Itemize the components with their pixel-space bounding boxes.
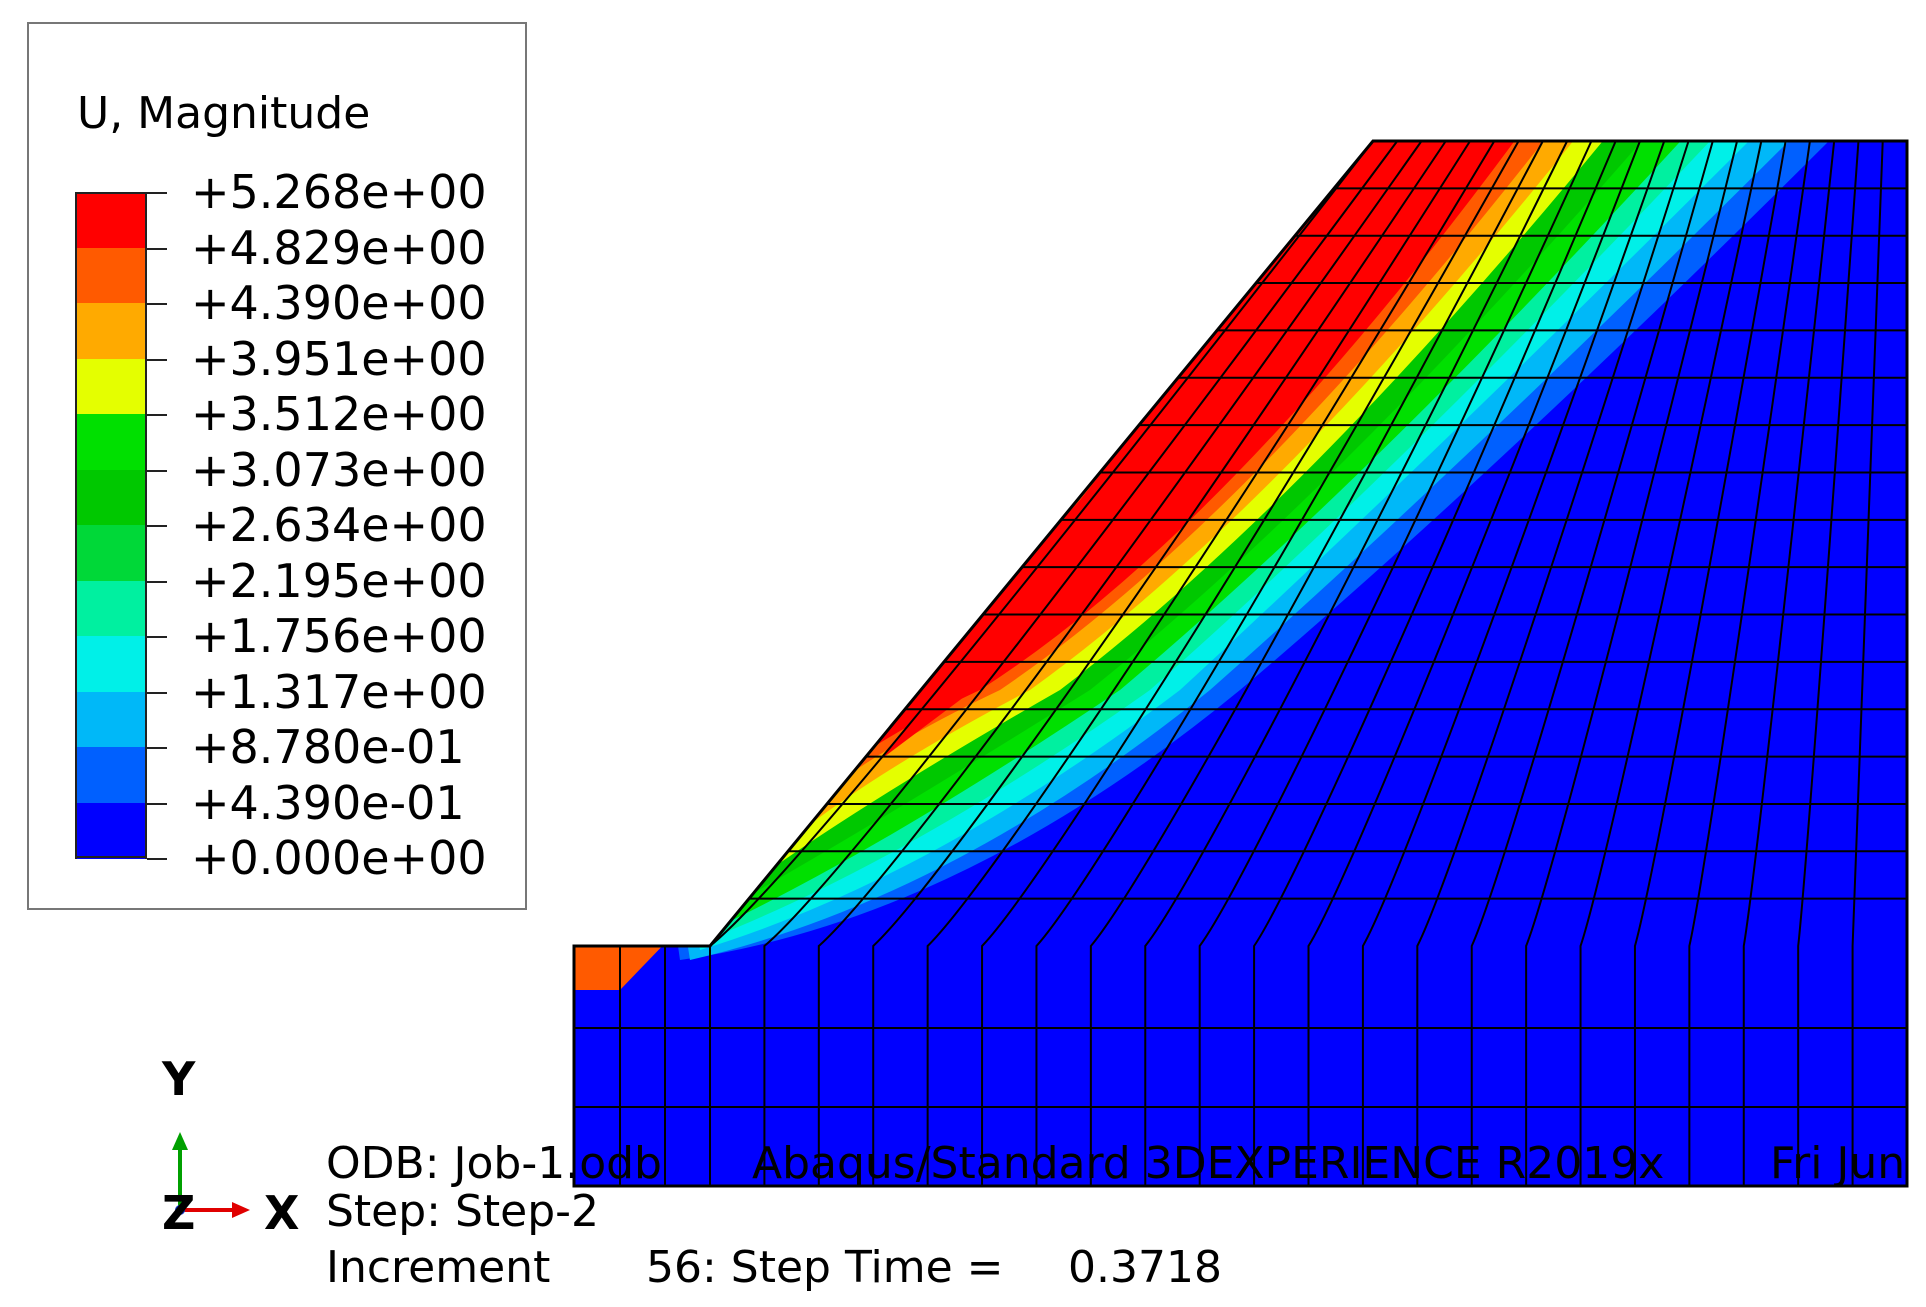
legend-value-label: +4.390e+00 bbox=[191, 276, 487, 330]
legend-swatch bbox=[75, 747, 147, 803]
mesh-line bbox=[926, 140, 1471, 1186]
step-time-value: 0.3718 bbox=[1068, 1242, 1222, 1293]
legend-swatch bbox=[75, 802, 147, 859]
mesh-line bbox=[1198, 140, 1593, 1186]
legend-value-label: +3.073e+00 bbox=[191, 442, 487, 497]
legend-tick bbox=[147, 802, 167, 805]
legend-swatch bbox=[75, 691, 147, 748]
mesh-line bbox=[1361, 140, 1666, 1186]
legend-value-label: +2.634e+00 bbox=[191, 498, 487, 552]
mesh-line bbox=[1797, 140, 1860, 1186]
legend-tick bbox=[147, 580, 167, 583]
legend-value-label: +1.317e+00 bbox=[191, 664, 487, 719]
legend-swatch bbox=[75, 469, 147, 526]
mesh-line bbox=[981, 140, 1496, 1186]
mesh-line bbox=[1089, 140, 1544, 1186]
mesh-line bbox=[1688, 140, 1811, 1186]
legend-swatch-border bbox=[75, 192, 147, 858]
increment-value: 56: Step Time = bbox=[646, 1242, 1004, 1293]
legend-value-label: +3.512e+00 bbox=[191, 387, 487, 441]
legend-tick bbox=[147, 525, 167, 527]
odb-info: ODB: Job-1.odb bbox=[326, 1138, 662, 1189]
mesh-line bbox=[817, 140, 1423, 1186]
legend-tick bbox=[147, 414, 167, 416]
mesh-line bbox=[1470, 140, 1714, 1186]
mesh-line bbox=[1307, 140, 1641, 1186]
legend-value-label: +2.195e+00 bbox=[191, 553, 487, 608]
mesh-grid bbox=[574, 140, 1909, 1186]
mesh-line bbox=[1633, 140, 1787, 1186]
legend-tick bbox=[147, 636, 167, 638]
legend-swatch bbox=[75, 580, 147, 637]
mesh-line bbox=[1579, 140, 1763, 1186]
legend-tick bbox=[147, 247, 167, 250]
legend-value-label: +3.951e+00 bbox=[191, 331, 487, 386]
mesh-line bbox=[1416, 140, 1690, 1186]
legend-tick bbox=[147, 303, 167, 305]
legend-swatch bbox=[75, 303, 147, 359]
legend-tick bbox=[147, 469, 167, 472]
legend-tick bbox=[147, 858, 167, 860]
triad-icon bbox=[172, 1132, 250, 1218]
triad-z-label: Z bbox=[162, 1186, 196, 1240]
legend-swatch bbox=[75, 414, 147, 470]
legend-swatch bbox=[75, 636, 147, 692]
legend-title: U, Magnitude bbox=[77, 88, 371, 139]
legend-swatch bbox=[75, 525, 147, 581]
legend-tick bbox=[147, 358, 167, 361]
legend-value-label: +4.390e-01 bbox=[191, 775, 465, 830]
legend-box: U, Magnitude +5.268e+00 +4.829e+00 +4.390e… bbox=[27, 22, 527, 910]
legend-swatch bbox=[75, 192, 147, 248]
legend-value-label: +1.756e+00 bbox=[191, 609, 487, 663]
legend-tick bbox=[147, 192, 167, 194]
solver-info: Abaqus/Standard 3DEXPERIENCE R2019x bbox=[752, 1138, 1665, 1189]
mesh-line bbox=[709, 140, 1374, 1186]
legend-tick bbox=[147, 747, 167, 749]
triad-y-label: Y bbox=[162, 1052, 196, 1106]
mesh-line bbox=[1742, 140, 1836, 1186]
mesh-line bbox=[1253, 140, 1617, 1186]
mesh-line bbox=[1144, 140, 1569, 1186]
mesh-line bbox=[872, 140, 1447, 1186]
legend-tick bbox=[147, 691, 167, 694]
legend-swatch bbox=[75, 358, 147, 415]
increment-label: Increment bbox=[326, 1242, 551, 1293]
legend-value-label: +5.268e+00 bbox=[191, 165, 487, 219]
legend-swatch bbox=[75, 247, 147, 304]
mesh-line bbox=[1035, 140, 1520, 1186]
triad-x-label: X bbox=[264, 1186, 300, 1240]
legend-value-label: +0.000e+00 bbox=[191, 831, 487, 885]
legend-value-label: +4.829e+00 bbox=[191, 220, 487, 275]
step-info: Step: Step-2 bbox=[326, 1186, 600, 1237]
slope-outline bbox=[572, 139, 1909, 1188]
mesh-line bbox=[1851, 140, 1884, 1186]
mesh-line bbox=[763, 140, 1399, 1186]
mesh-line bbox=[1525, 140, 1739, 1186]
legend-value-label: +8.780e-01 bbox=[191, 720, 465, 774]
date-info: Fri Jun bbox=[1770, 1138, 1906, 1189]
